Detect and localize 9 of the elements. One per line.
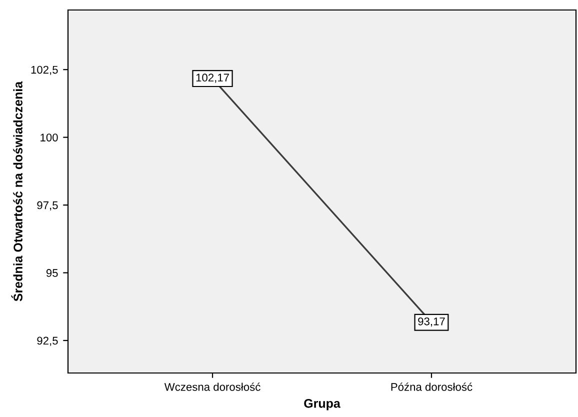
x-tick-label: Wczesna dorosłość [164,382,260,391]
y-tick-label: 102,5 [31,66,58,76]
y-tick-label: 92,5 [37,336,58,346]
y-tick-label: 95 [46,269,58,277]
x-axis-title: Grupa [304,398,340,410]
x-tick-label: Późna dorosłość [391,382,472,391]
y-axis-title: Średnia Otwartość na doświadczenia [11,81,22,302]
y-tick-label: 100 [40,134,58,142]
y-tick-label: 97,5 [37,201,58,210]
